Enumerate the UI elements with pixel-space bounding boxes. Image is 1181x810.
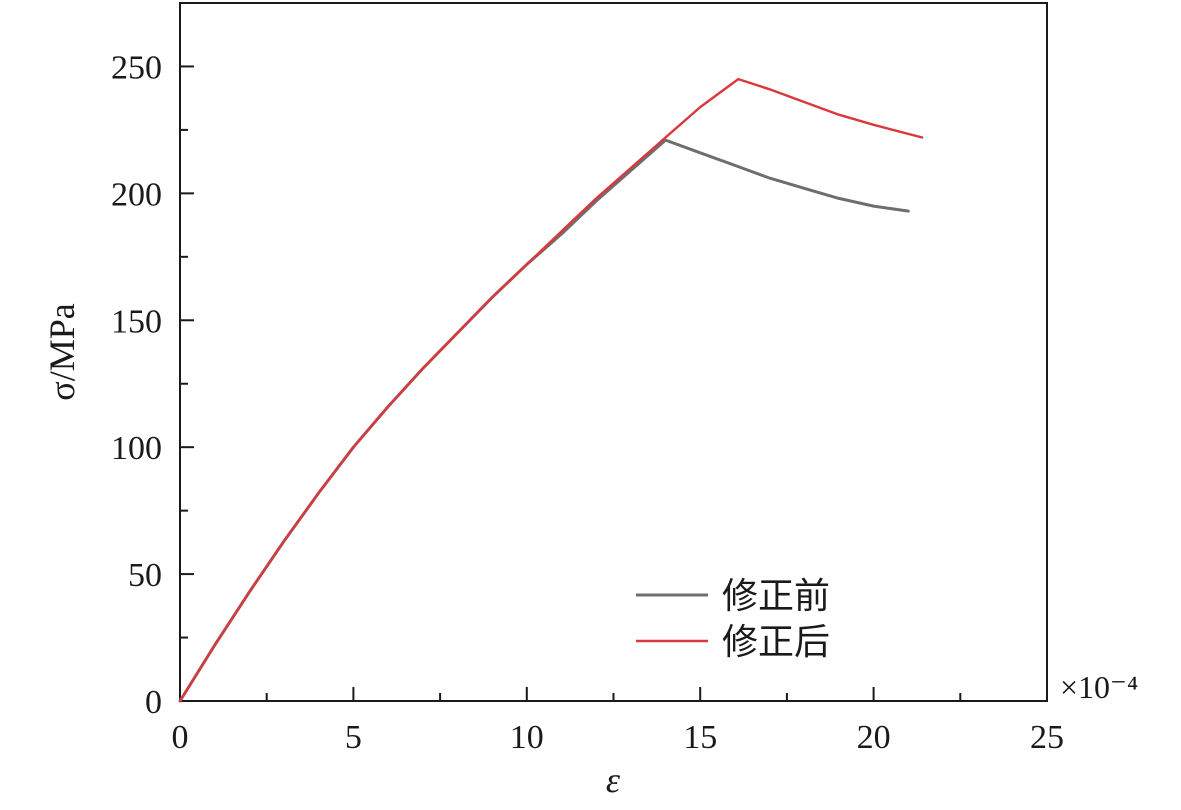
y-tick-label: 50 bbox=[128, 557, 162, 594]
y-tick-label: 250 bbox=[111, 49, 162, 86]
y-tick-label: 0 bbox=[145, 684, 162, 721]
legend-label-2: 修正后 bbox=[722, 622, 830, 663]
x-tick-label: 10 bbox=[510, 719, 544, 756]
labels-layer: ε σ/MPa ×10⁻⁴ bbox=[42, 303, 1138, 800]
x-multiplier-label: ×10⁻⁴ bbox=[1060, 669, 1138, 705]
x-tick-label: 20 bbox=[857, 719, 891, 756]
x-tick-label: 15 bbox=[683, 719, 717, 756]
x-tick-label: 25 bbox=[1030, 719, 1064, 756]
x-tick-label: 0 bbox=[172, 719, 189, 756]
y-axis-label: σ/MPa bbox=[42, 303, 82, 400]
plot-frame bbox=[179, 2, 1048, 702]
legend-label-1: 修正前 bbox=[722, 576, 830, 617]
y-tick-label: 200 bbox=[111, 176, 162, 213]
series-layer bbox=[178, 77, 924, 703]
series-line-2 bbox=[178, 77, 924, 703]
x-axis-label: ε bbox=[606, 760, 621, 800]
x-tick-label: 5 bbox=[345, 719, 362, 756]
y-tick-label: 100 bbox=[111, 430, 162, 467]
y-tick-label: 150 bbox=[111, 303, 162, 340]
